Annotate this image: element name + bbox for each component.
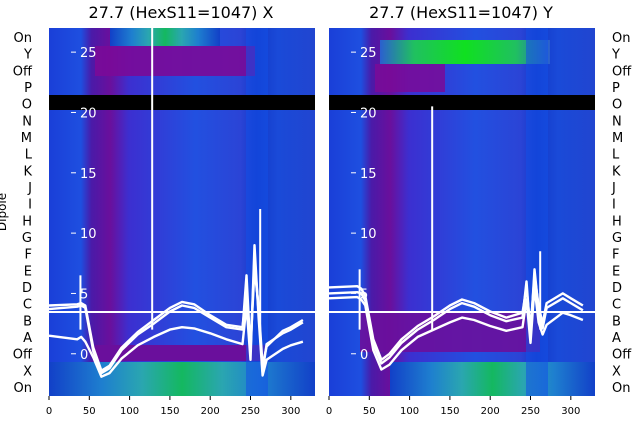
row-label: P [24,81,32,96]
row-label: A [612,331,621,346]
masked-row-band [49,95,315,110]
x-tick-label: 150 [440,406,459,417]
x-tick-label: 50 [363,406,376,417]
row-label: H [612,214,622,229]
x-axis-ticks: 0 50 100 150 200 250 300 [46,396,300,417]
x-axis-ticks: 0 50 100 150 200 250 300 [326,396,580,417]
overlay-y-tick-label: 15 [360,167,377,182]
heatmap-band [375,64,445,92]
row-label: F [25,248,32,263]
heatmap-band [49,362,315,396]
row-label: G [22,231,32,246]
overlay-y-tick-label: 25 [80,46,97,61]
row-label: On [14,31,32,46]
row-label: N [612,114,622,129]
y-axis-label: Dipole [0,193,9,231]
overlay-y-tick-label: 25 [360,46,377,61]
row-label: Y [23,48,32,63]
heatmap-band [360,312,540,352]
row-label: K [23,164,32,179]
row-label: L [25,148,33,163]
overlay-y-tick-label: 0 [360,348,368,363]
overlay-y-tick-label: 20 [80,106,97,121]
row-label: I [612,198,616,213]
x-tick-label: 300 [561,406,580,417]
overlay-y-tick-label: 5 [80,287,88,302]
row-label: On [14,381,32,396]
row-label: Off [13,348,33,363]
row-label: H [22,214,32,229]
row-label: D [22,281,32,296]
panel-x: 27.7 (HexS11=1047) X 0 5 10 15 20 25 0 50 100 15… [0,3,315,417]
masked-row-band [329,95,595,110]
overlay-y-tick-label: 0 [80,348,88,363]
row-label: X [23,364,32,379]
row-label: B [23,314,32,329]
row-label: J [27,181,32,196]
x-tick-label: 250 [241,406,260,417]
row-label: E [24,264,32,279]
row-label: J [611,181,616,196]
row-label: On [612,381,630,396]
x-tick-label: 100 [400,406,419,417]
series-line [48,243,304,378]
row-label: A [23,331,32,346]
series-line [328,286,584,371]
row-label: E [612,264,620,279]
row-label: N [22,114,32,129]
row-label: G [612,231,622,246]
row-label: I [28,198,32,213]
x-tick-label: 300 [281,406,300,417]
row-label: C [23,298,32,313]
x-tick-label: 0 [326,406,332,417]
row-label: Off [13,64,33,79]
overlay-y-ticks: 0 5 10 15 20 25 [71,46,97,363]
heatmap-band [95,345,265,361]
heatmap-band [390,362,595,396]
x-tick-label: 200 [481,406,500,417]
row-label: Off [612,348,632,363]
row-label: K [612,164,621,179]
overlay-y-tick-label: 20 [360,106,377,121]
row-label: M [21,131,32,146]
x-tick-label: 50 [83,406,96,417]
heatmap-band [110,28,220,46]
row-label: C [612,298,621,313]
overlay-y-tick-label: 10 [360,227,377,242]
row-label: L [612,148,620,163]
row-label: On [612,31,630,46]
heatmap-band [95,46,255,76]
heatmap-band [380,40,550,64]
x-tick-label: 200 [201,406,220,417]
row-label: M [612,131,623,146]
row-label: X [612,364,621,379]
row-label: P [612,81,620,96]
x-tick-label: 0 [46,406,52,417]
row-label: O [612,98,622,113]
row-label: Y [611,48,620,63]
overlay-y-tick-label: 10 [80,227,97,242]
row-label: Off [612,64,632,79]
x-tick-label: 100 [120,406,139,417]
x-tick-label: 250 [521,406,540,417]
row-label: O [22,98,32,113]
overlay-series [48,28,304,378]
panel-title: 27.7 (HexS11=1047) Y [369,3,553,22]
panel-title: 27.7 (HexS11=1047) X [89,3,274,22]
x-tick-label: 150 [160,406,179,417]
row-label: B [612,314,621,329]
heatmap-background [49,28,315,396]
overlay-y-tick-label: 15 [80,167,97,182]
row-label: F [612,248,619,263]
overlay-series [328,106,584,371]
row-label: D [612,281,622,296]
